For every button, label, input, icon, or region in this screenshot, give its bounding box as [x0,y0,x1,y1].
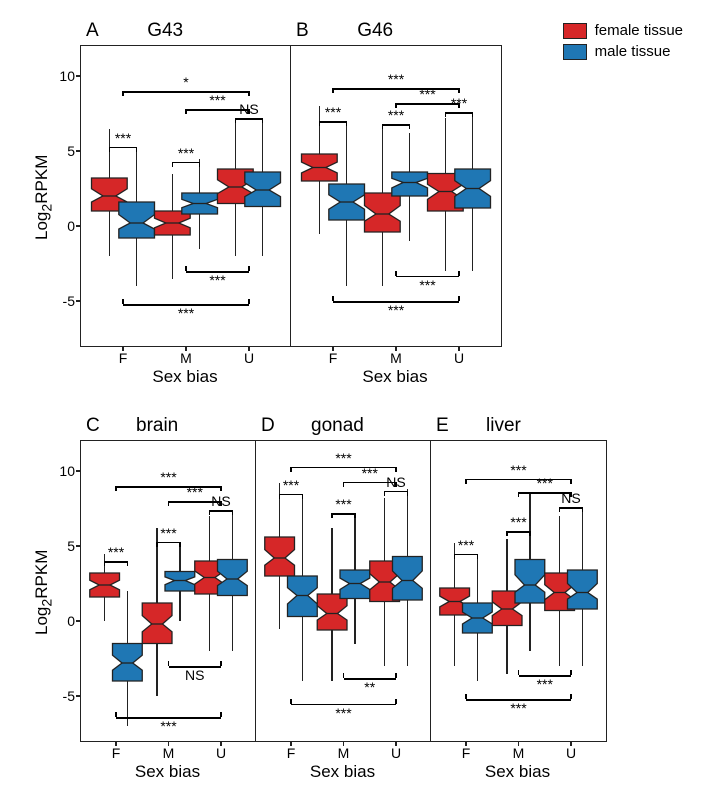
panel-title-C: brain [136,415,178,437]
panel-letter-B: B [296,20,309,42]
panel-title-D: gonad [311,415,364,437]
panel-letter-C: C [86,415,100,437]
legend-swatch-male [563,44,587,60]
panel-letter-E: E [436,415,449,437]
panel-C: -50510FMU******NS******NS*** [80,440,257,742]
y-axis-label: Log2RPKM [32,155,55,240]
panel-E: FMU******NS************ [430,440,607,742]
legend-swatch-female [563,23,587,39]
legend: female tissue male tissue [563,22,683,64]
panel-D: FMU******NS*********** [255,440,432,742]
panel-A: -50510FMU****NS************ [80,45,292,347]
panel-letter-D: D [261,415,275,437]
panel-title-A: G43 [147,20,183,42]
panel-letter-A: A [86,20,99,42]
x-axis-label: Sex bias [290,367,500,387]
legend-item-male: male tissue [563,43,683,60]
y-axis-label: Log2RPKM [32,550,55,635]
figure-root: female tissue male tissue -50510FMU****N… [0,0,701,809]
panel-title-E: liver [486,415,521,437]
legend-item-female: female tissue [563,22,683,39]
legend-label-male: male tissue [595,43,671,60]
panel-B: FMU********************* [290,45,502,347]
x-axis-label: Sex bias [80,762,255,782]
panel-title-B: G46 [357,20,393,42]
x-axis-label: Sex bias [430,762,605,782]
x-axis-label: Sex bias [80,367,290,387]
legend-label-female: female tissue [595,22,683,39]
x-axis-label: Sex bias [255,762,430,782]
